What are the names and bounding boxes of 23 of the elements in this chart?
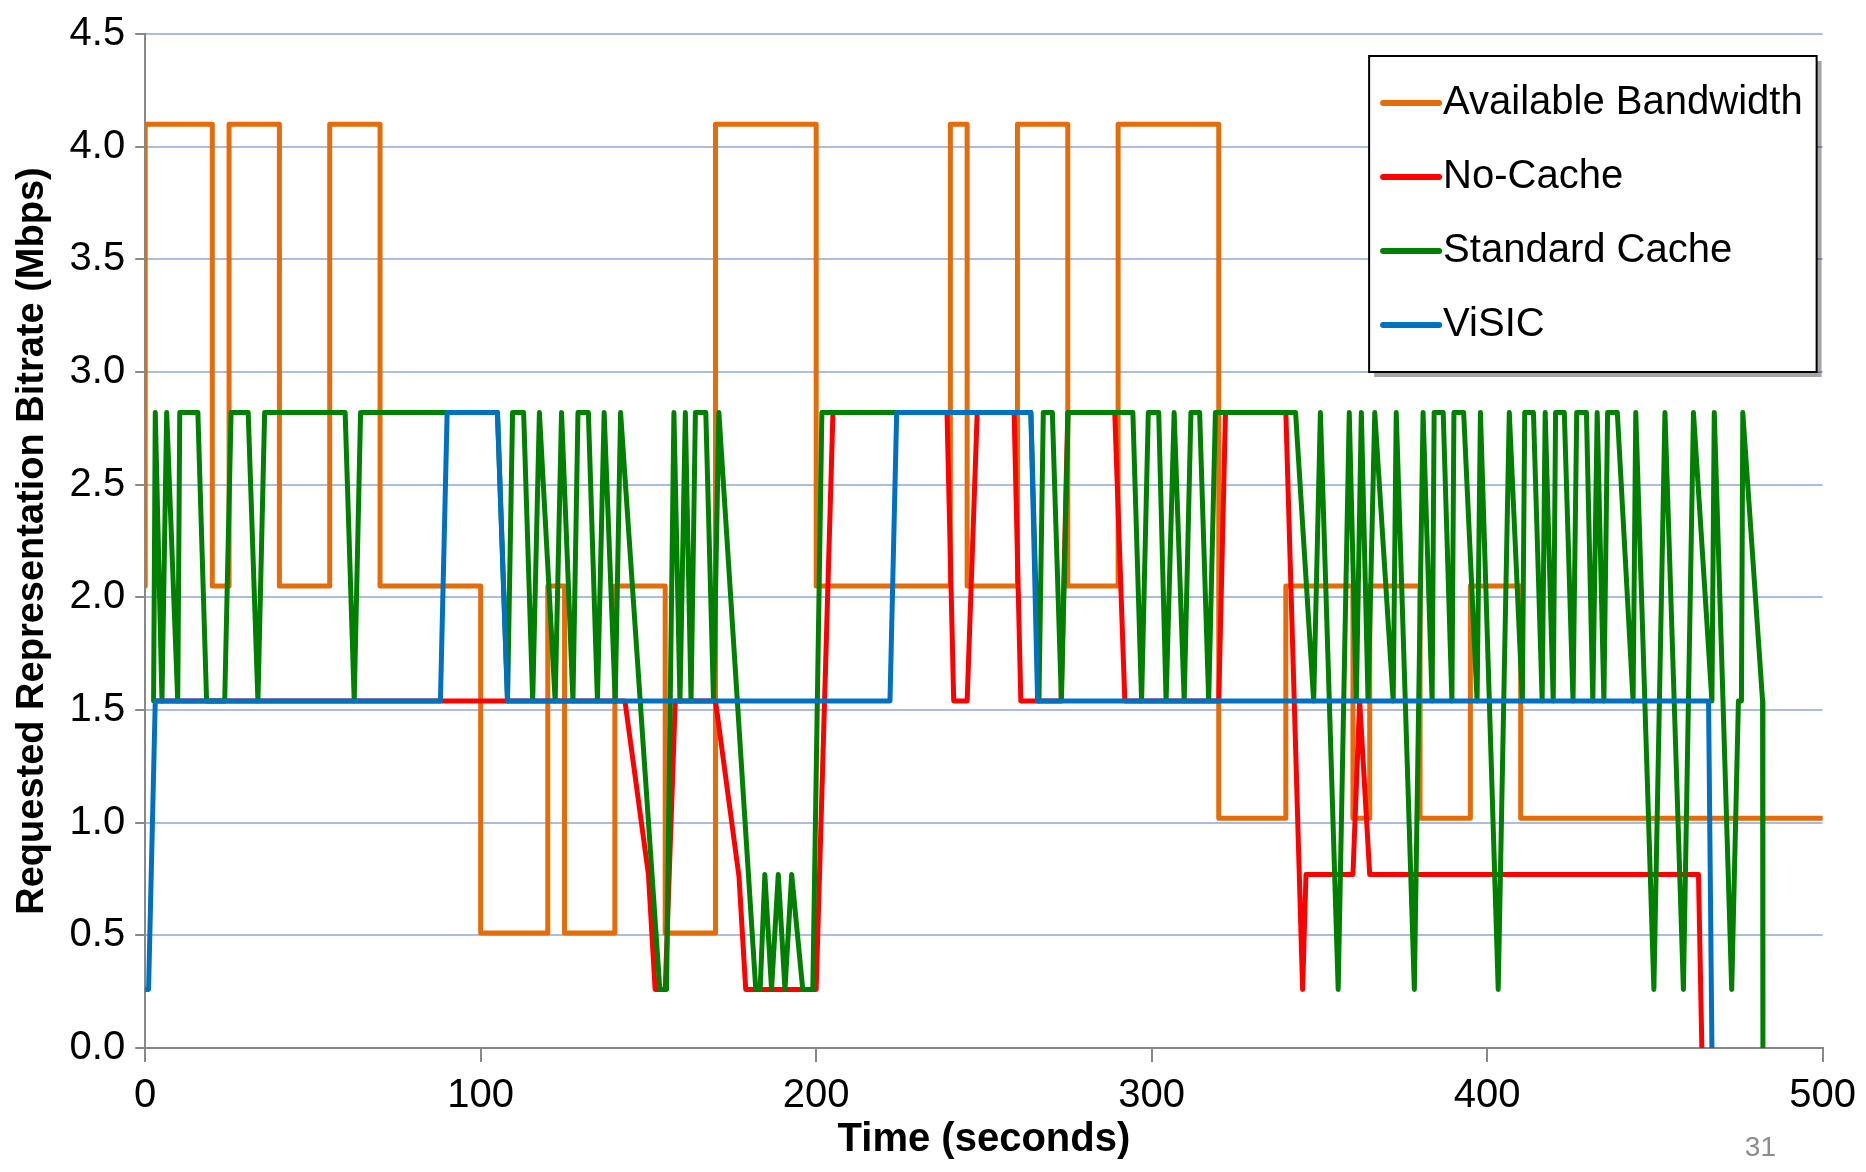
legend-label: ViSIC: [1443, 300, 1545, 345]
y-tick-label: 4.0: [69, 121, 126, 166]
y-tick-label: 0.5: [69, 910, 126, 955]
y-tick-label: 2.5: [69, 459, 126, 504]
x-tick-label: 500: [1789, 1071, 1857, 1116]
legend-label: Available Bandwidth: [1443, 78, 1803, 123]
y-tick-label: 3.5: [69, 234, 126, 279]
x-tick-label: 300: [1118, 1071, 1186, 1116]
y-tick-label: 0.0: [69, 1023, 126, 1068]
y-axis-title: Requested Representation Bitrate (Mbps): [9, 167, 52, 915]
y-tick-label: 1.0: [69, 797, 126, 842]
x-axis-title: Time (seconds): [837, 1115, 1131, 1160]
y-tick-label: 1.5: [69, 685, 126, 730]
text: 31: [1744, 1130, 1776, 1162]
x-tick-label: 0: [134, 1071, 157, 1116]
x-tick-label: 400: [1453, 1071, 1521, 1116]
y-tick-label: 2.0: [69, 572, 126, 617]
x-tick-label: 200: [782, 1071, 850, 1116]
x-tick-label: 100: [447, 1071, 515, 1116]
y-tick-label: 4.5: [69, 9, 126, 54]
legend-label: Standard Cache: [1443, 226, 1733, 271]
legend-label: No-Cache: [1443, 152, 1624, 197]
y-tick-label: 3.0: [69, 347, 126, 392]
